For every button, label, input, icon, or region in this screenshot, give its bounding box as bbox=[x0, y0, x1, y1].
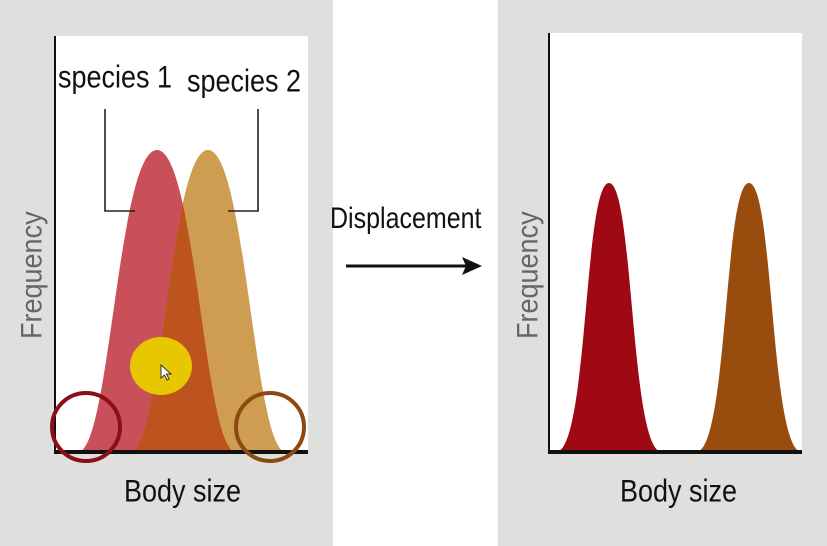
species-2-displaced-curve bbox=[696, 183, 802, 452]
before-x-axis-label: Body size bbox=[124, 473, 242, 509]
species-1-leader-line bbox=[104, 109, 135, 212]
species-1-displaced-curve bbox=[556, 183, 662, 452]
displacement-label: Displacement bbox=[330, 202, 482, 236]
displacement-arrowhead bbox=[462, 257, 482, 275]
species-2-leader-line bbox=[228, 109, 259, 212]
before-y-axis-label: Frequency bbox=[15, 211, 48, 339]
species-2-label: species 2 bbox=[187, 63, 302, 99]
large-body-extreme-circle bbox=[234, 391, 306, 463]
species-1-label: species 1 bbox=[58, 59, 173, 95]
small-body-extreme-circle bbox=[50, 391, 122, 463]
mouse-pointer-icon bbox=[160, 363, 173, 381]
after-x-axis-label: Body size bbox=[620, 473, 738, 509]
after-y-axis-label: Frequency bbox=[511, 211, 544, 339]
